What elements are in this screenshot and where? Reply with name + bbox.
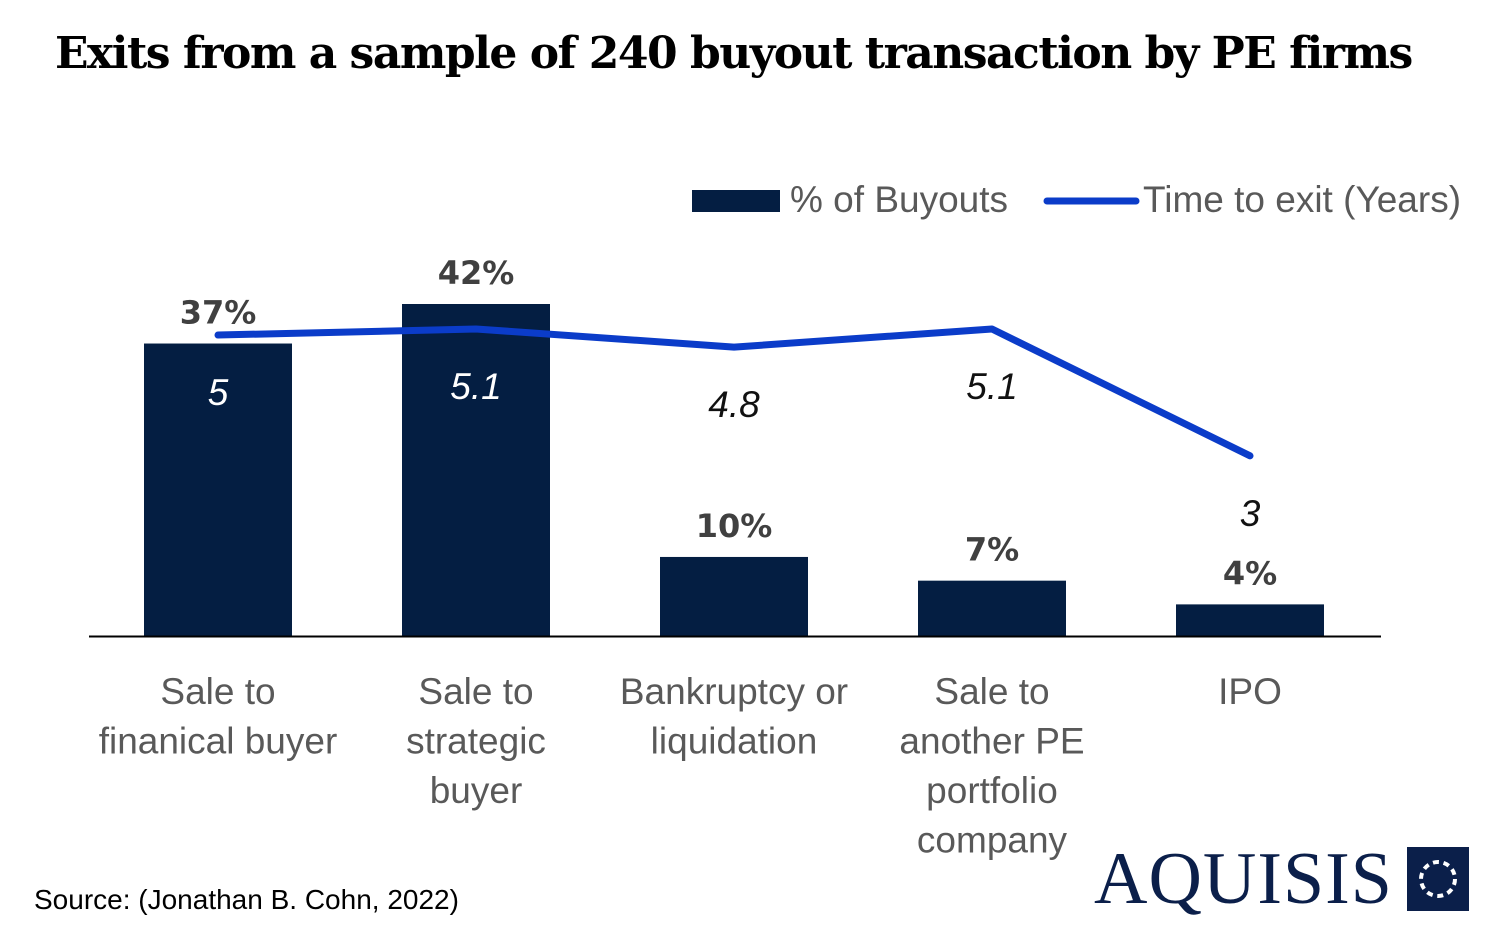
chart-title: Exits from a sample of 240 buyout transa… bbox=[55, 28, 1413, 79]
bar bbox=[144, 343, 292, 636]
bar-data-label: 10% bbox=[696, 507, 773, 545]
line-data-label: 5.1 bbox=[966, 366, 1017, 407]
line-data-label: 3 bbox=[1240, 493, 1261, 534]
bar-data-label: 37% bbox=[180, 294, 257, 332]
line-data-label: 4.8 bbox=[708, 384, 760, 425]
legend-bar-swatch bbox=[692, 190, 780, 212]
x-tick-label: IPO bbox=[1218, 671, 1282, 712]
bar-data-label: 4% bbox=[1223, 554, 1277, 592]
x-tick-label: Sale to strategic buyer bbox=[406, 671, 546, 811]
bar-data-label: 7% bbox=[965, 531, 1019, 569]
bar bbox=[918, 580, 1066, 636]
line-series bbox=[214, 325, 1254, 460]
x-tick-label: Bankruptcy or liquidation bbox=[620, 671, 848, 762]
logo-text: AQUISIS bbox=[1094, 838, 1393, 920]
bar-data-label: 42% bbox=[438, 254, 515, 292]
line-data-label: 5 bbox=[208, 372, 229, 413]
bar bbox=[402, 304, 550, 636]
x-tick-label: Sale to another PE portfolio company bbox=[899, 671, 1084, 861]
company-logo: AQUISIS bbox=[1094, 842, 1469, 916]
legend-line-label: Time to exit (Years) bbox=[1143, 179, 1461, 220]
bar bbox=[660, 556, 808, 636]
source-note: Source: (Jonathan B. Cohn, 2022) bbox=[34, 884, 459, 915]
bar bbox=[1176, 604, 1324, 636]
line-data-label: 5.1 bbox=[450, 366, 501, 407]
legend-bar-label: % of Buyouts bbox=[790, 179, 1008, 220]
x-tick-label: Sale to finanical buyer bbox=[99, 671, 338, 762]
dotted-circle-square-icon bbox=[1406, 847, 1469, 911]
